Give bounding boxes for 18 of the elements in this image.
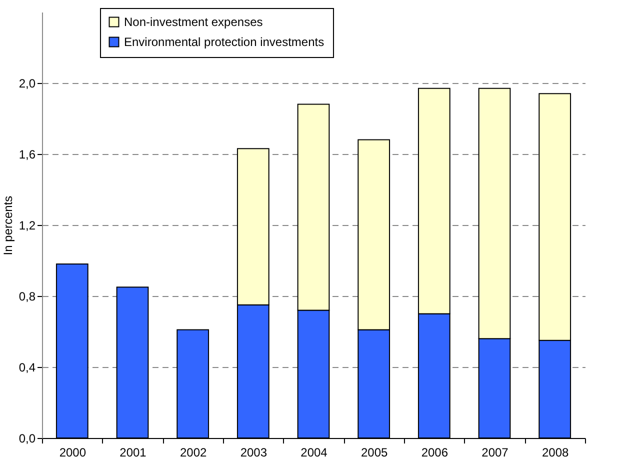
x-tick-label: 2001 (120, 446, 147, 460)
x-tick-label: 2002 (180, 446, 208, 460)
y-tick-label: 1,2 (18, 218, 36, 232)
y-tick-label: 0,4 (18, 360, 36, 374)
x-tick-label: 2004 (300, 446, 328, 460)
y-tick-label: 2,0 (18, 76, 36, 90)
x-tick-label: 2000 (59, 446, 86, 460)
legend-label: Environmental protection investments (124, 35, 324, 49)
x-tick-label: 2003 (240, 446, 268, 460)
x-tick-label: 2008 (542, 446, 570, 460)
y-axis-title: In percents (0, 196, 15, 256)
legend-label: Non-investment expenses (124, 15, 263, 29)
y-tick-label: 0,0 (18, 432, 36, 446)
y-tick-label: 0,8 (18, 290, 36, 304)
y-tick-label: 1,6 (18, 148, 36, 162)
x-tick-label: 2007 (482, 446, 509, 460)
x-tick-label: 2005 (360, 446, 388, 460)
x-tick-label: 2006 (421, 446, 448, 460)
